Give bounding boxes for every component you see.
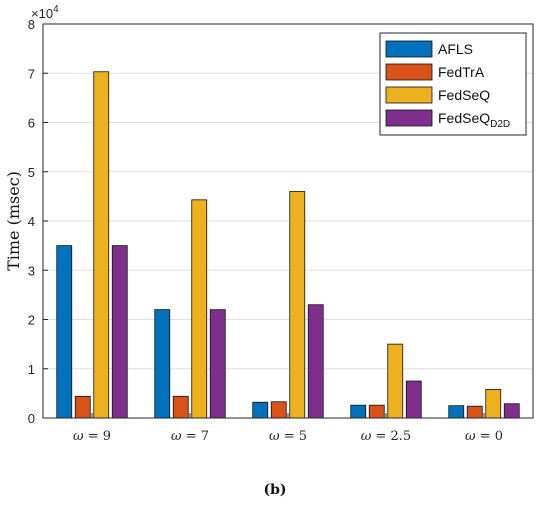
x-tick-value: = 7 (182, 429, 209, 444)
legend-label: FedSeQD2D (438, 110, 510, 130)
legend-series-name: FedTrA (438, 64, 485, 80)
bar (368, 404, 385, 419)
y-axis-scale-base: ×10 (31, 6, 53, 21)
x-tick-symbol: ω (73, 429, 84, 444)
legend-label: FedSeQ (438, 87, 490, 103)
legend-swatch (385, 109, 433, 127)
y-tick-label: 3 (28, 263, 35, 278)
bar (74, 395, 91, 419)
bar (191, 199, 208, 419)
bar (387, 343, 404, 419)
bar (485, 389, 502, 419)
bar (209, 309, 226, 419)
legend-series-subscript: D2D (490, 119, 510, 130)
bar (466, 405, 483, 419)
bar (448, 405, 465, 419)
bar (289, 191, 306, 419)
bar (270, 401, 287, 419)
bar (111, 245, 128, 419)
x-tick-value: = 9 (84, 429, 111, 444)
y-tick-label: 6 (28, 116, 35, 131)
y-axis-scale-exponent: 4 (53, 4, 59, 15)
x-tick-label: ω = 5 (269, 429, 307, 444)
bar (172, 395, 189, 419)
legend-label: AFLS (438, 41, 473, 57)
x-tick-label: ω = 9 (73, 429, 111, 444)
bar (93, 71, 110, 419)
x-tick-symbol: ω (361, 429, 372, 444)
x-tick-symbol: ω (171, 429, 182, 444)
bar (405, 380, 422, 419)
x-tick-value: = 0 (476, 429, 503, 444)
legend-series-name: AFLS (438, 41, 473, 57)
bar (252, 401, 269, 419)
figure-caption: (b) (263, 482, 286, 498)
y-axis-label: Time (msec) (4, 171, 23, 271)
y-axis-scale-label: ×104 (31, 4, 59, 21)
y-tick-label: 4 (28, 214, 35, 229)
y-axis-ticks: 0 1 2 3 4 5 6 7 8 (28, 17, 48, 426)
legend-series-name: FedSeQ (438, 110, 490, 126)
y-tick-label: 0 (28, 411, 35, 426)
x-tick-label: ω = 2.5 (361, 429, 411, 444)
legend-swatch (385, 40, 433, 58)
legend-label: FedTrA (438, 64, 485, 80)
bar (350, 404, 367, 419)
bars-group (56, 71, 520, 419)
y-tick-label: 7 (28, 66, 35, 81)
y-tick-label: 5 (28, 165, 35, 180)
legend-series-name: FedSeQ (438, 87, 490, 103)
x-tick-value: = 5 (280, 429, 307, 444)
bar (503, 403, 520, 419)
y-tick-label: 1 (28, 362, 35, 377)
y-tick-label: 8 (28, 17, 35, 32)
bar (307, 304, 324, 419)
x-tick-value: = 2.5 (371, 429, 411, 444)
x-tick-symbol: ω (269, 429, 280, 444)
bar (56, 245, 73, 419)
legend-swatch (385, 86, 433, 104)
y-tick-label: 2 (28, 313, 35, 328)
x-tick-label: ω = 7 (171, 429, 209, 444)
legend-swatch (385, 63, 433, 81)
bar (154, 309, 171, 419)
x-tick-label: ω = 0 (465, 429, 503, 444)
x-tick-symbol: ω (465, 429, 476, 444)
